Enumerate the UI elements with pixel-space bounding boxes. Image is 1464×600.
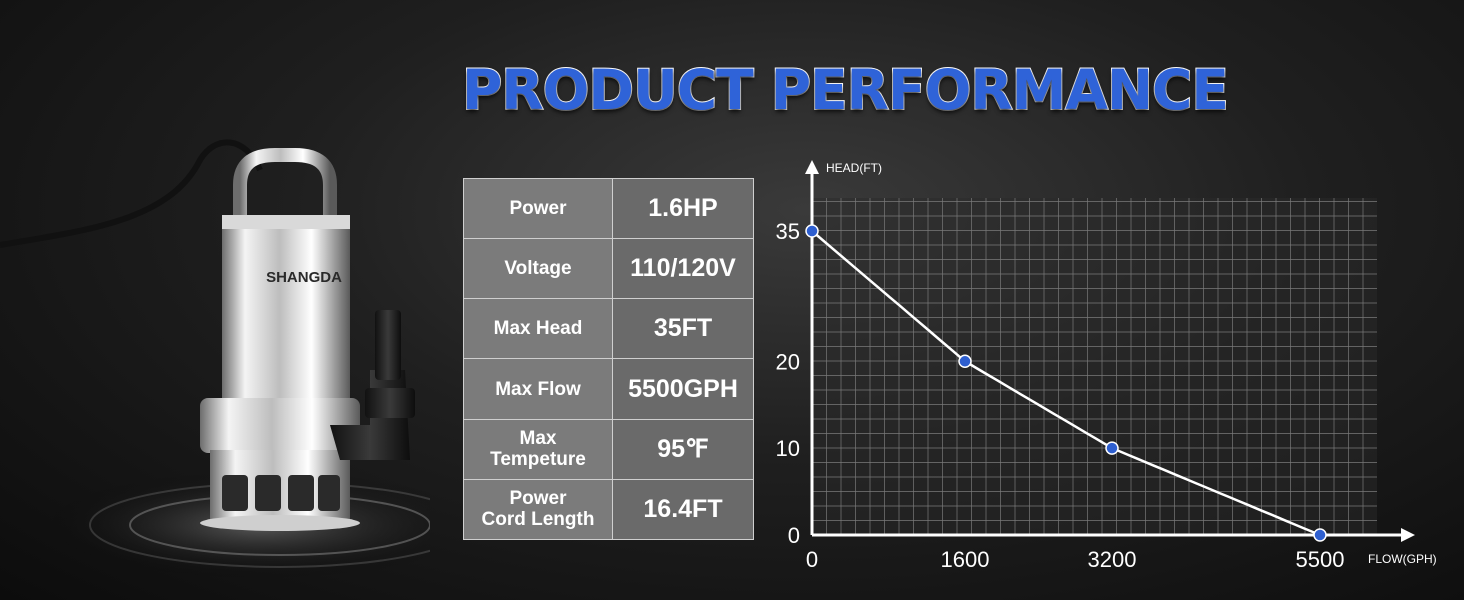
spec-value: 1.6HP	[612, 177, 754, 240]
pump-body	[222, 215, 350, 405]
data-point	[1105, 441, 1119, 455]
x-tick-label: 1600	[941, 547, 990, 572]
spec-label: Max Flow	[463, 358, 613, 420]
spec-row: Voltage 110/120V	[463, 238, 754, 300]
y-tick-label: 0	[788, 523, 800, 548]
performance-curve	[811, 230, 1321, 537]
y-axis-label: HEAD(FT)	[826, 161, 882, 175]
x-axis-label: FLOW(GPH)	[1368, 552, 1437, 566]
y-tick-label: 20	[776, 349, 800, 374]
performance-chart: HEAD(FT) FLOW(GPH) 0 1600 3200 5500 35 20 10 0	[776, 160, 1437, 572]
page-title: PRODUCT PERFORMANCE	[461, 57, 1230, 123]
data-point	[1313, 528, 1327, 542]
spec-value: 16.4FT	[612, 478, 754, 541]
brand-label: SHANGDA	[266, 269, 342, 286]
spec-value: 35FT	[612, 298, 754, 360]
pump-image: SHANGDA	[0, 139, 430, 580]
spec-label: Max Head	[463, 298, 613, 360]
spec-value: 110/120V	[612, 238, 754, 300]
y-tick-label: 35	[776, 219, 800, 244]
spec-label: Power	[463, 177, 613, 240]
spec-label: Power Cord Length	[463, 478, 613, 541]
spec-row: Power 1.6HP	[463, 177, 754, 240]
y-tick-label: 10	[776, 436, 800, 461]
x-tick-label: 5500	[1296, 547, 1345, 572]
x-tick-label: 3200	[1088, 547, 1137, 572]
spec-label: Max Tempeture	[463, 418, 613, 480]
spec-row: Max Head 35FT	[463, 298, 754, 360]
x-axis-arrow	[1401, 528, 1415, 542]
spec-row: Power Cord Length 16.4FT	[463, 478, 754, 541]
spec-label: Voltage	[463, 238, 613, 300]
x-tick-label: 0	[806, 547, 818, 572]
y-axis-arrow	[805, 160, 819, 174]
spec-row: Max Tempeture 95℉	[463, 418, 754, 480]
spec-value: 5500GPH	[612, 358, 754, 420]
data-point	[805, 224, 819, 238]
spec-value: 95℉	[612, 418, 754, 480]
data-point	[958, 354, 972, 369]
plot-area	[812, 198, 1377, 535]
spec-row: Max Flow 5500GPH	[463, 358, 754, 420]
handle	[233, 148, 337, 220]
spec-table: Power 1.6HP Voltage 110/120V Max Head 35FT Max…	[463, 177, 754, 541]
pump-base	[200, 398, 360, 453]
power-cord	[0, 139, 263, 248]
